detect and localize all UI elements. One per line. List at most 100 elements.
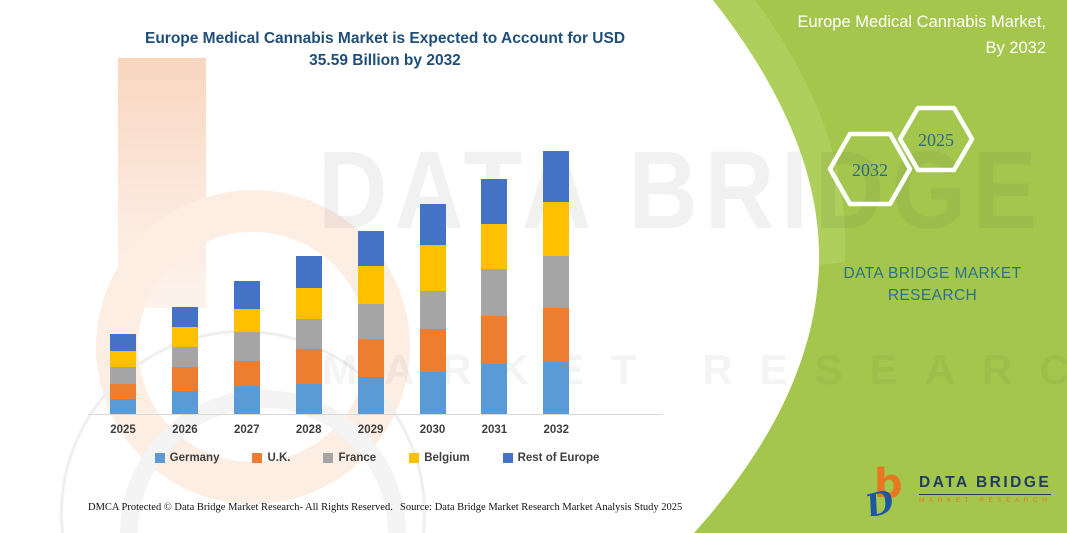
bar-segment-u-k-	[357, 339, 384, 377]
chart-legend: Germany U.K. France Belgium Rest of Europe	[88, 452, 666, 464]
bar-segment-u-k-	[171, 366, 198, 392]
hexagon-2032-label: 2032	[852, 160, 888, 180]
legend-item-rest-of-europe: Rest of Europe	[502, 452, 600, 464]
hexagon-2032-outline	[827, 131, 913, 207]
bar-segment-rest-of-europe	[481, 179, 508, 225]
stacked-bar-2027	[233, 280, 260, 414]
bar-segment-germany	[481, 364, 508, 414]
bar-segment-germany	[171, 391, 198, 414]
bar-segment-belgium	[295, 288, 322, 319]
bar-segment-rest-of-europe	[295, 256, 322, 289]
bar-segment-u-k-	[110, 384, 136, 399]
legend-label-france: France	[338, 452, 377, 464]
logo-name: DATA BRIDGE	[919, 474, 1052, 495]
bar-segment-belgium	[171, 327, 198, 348]
bar-segment-rest-of-europe	[357, 230, 384, 266]
bar-segment-france	[233, 332, 260, 361]
brand-text: DATA BRIDGE MARKET RESEARCH	[800, 263, 1065, 308]
stacked-bar-2029	[357, 230, 384, 414]
x-axis-line	[88, 414, 663, 415]
stacked-bar-2026	[171, 307, 198, 414]
hexagon-badges: 2032 2025	[827, 105, 975, 207]
hexagon-2025-label: 2025	[918, 130, 954, 150]
legend-item-u-k-: U.K.	[252, 452, 290, 464]
bar-segment-germany	[419, 372, 446, 414]
plot-area	[88, 130, 666, 415]
bar-segment-germany	[233, 385, 260, 414]
stacked-bar-2031	[481, 179, 508, 414]
legend-label-rest-of-europe: Rest of Europe	[517, 452, 600, 464]
footer-copyright: DMCA Protected © Data Bridge Market Rese…	[88, 502, 393, 513]
bar-segment-rest-of-europe	[543, 150, 570, 203]
x-axis-labels: 2025 2026 2027 2028 2029 2030 2031 2032	[88, 424, 666, 440]
stacked-bar-2030	[419, 204, 446, 414]
legend-item-germany: Germany	[154, 452, 220, 464]
logo-subtitle: MARKET RESEARCH	[919, 497, 1052, 504]
hexagon-2025-outline	[897, 105, 975, 173]
logo-text-block: DATA BRIDGE MARKET RESEARCH	[919, 474, 1052, 504]
bar-segment-u-k-	[295, 349, 322, 384]
legend-label-germany: Germany	[169, 452, 220, 464]
bar-segment-rest-of-europe	[110, 333, 136, 351]
chart-title-line2: 35.59 Billion by 2032	[309, 52, 461, 70]
bar-segment-germany	[295, 384, 322, 414]
bar-segment-u-k-	[233, 360, 260, 386]
legend-label-u-k-: U.K.	[267, 452, 291, 464]
x-axis-label-2027: 2027	[234, 424, 260, 436]
bar-segment-germany	[357, 376, 384, 414]
legend-item-belgium: Belgium	[409, 452, 470, 464]
bar-segment-france	[419, 290, 446, 330]
stacked-bar-2028	[295, 256, 322, 414]
bar-segment-france	[357, 304, 384, 340]
bar-segment-belgium	[419, 244, 446, 291]
bar-segment-belgium	[357, 265, 384, 305]
footer-source: Source: Data Bridge Market Research Mark…	[400, 502, 683, 513]
data-bridge-logo-icon: b D	[866, 462, 903, 516]
bar-segment-france	[481, 269, 508, 316]
bar-segment-france	[110, 367, 136, 384]
chart-title: Europe Medical Cannabis Market is Expect…	[95, 28, 675, 73]
stacked-bar-2025	[110, 333, 136, 414]
x-axis-label-2031: 2031	[481, 424, 508, 436]
legend-label-belgium: Belgium	[424, 452, 470, 464]
bar-segment-belgium	[110, 350, 136, 368]
watermark-text-marketresearch: MARKET RESEARCH	[322, 346, 1067, 393]
bar-segment-belgium	[543, 202, 570, 256]
bar-segment-u-k-	[543, 307, 570, 363]
x-axis-label-2025: 2025	[110, 424, 136, 436]
bar-segment-belgium	[233, 309, 260, 333]
legend-swatch-belgium	[409, 453, 420, 463]
svg-text:b: b	[874, 462, 903, 507]
legend-swatch-germany	[154, 453, 165, 463]
x-axis-label-2026: 2026	[172, 424, 198, 436]
bar-segment-belgium	[481, 224, 508, 270]
right-panel-title-line1: Europe Medical Cannabis Market,	[797, 13, 1046, 31]
legend-item-france: France	[323, 452, 376, 464]
company-logo: b D DATA BRIDGE MARKET RESEARCH	[866, 462, 1052, 516]
green-panel-accent	[713, 0, 846, 265]
bar-segment-france	[543, 255, 570, 308]
stacked-bar-2032	[543, 150, 570, 414]
bar-segment-rest-of-europe	[419, 204, 446, 245]
legend-swatch-rest-of-europe	[502, 453, 513, 463]
bar-segment-france	[295, 319, 322, 349]
bar-segment-rest-of-europe	[233, 280, 260, 310]
bar-segment-rest-of-europe	[171, 307, 198, 328]
right-panel-title: Europe Medical Cannabis Market, By 2032	[730, 10, 1046, 61]
legend-swatch-france	[323, 453, 334, 463]
x-axis-label-2030: 2030	[419, 424, 446, 436]
x-axis-label-2029: 2029	[357, 424, 384, 436]
bar-segment-germany	[543, 362, 570, 414]
x-axis-label-2032: 2032	[543, 424, 570, 436]
brand-text-line2: RESEARCH	[887, 287, 978, 305]
brand-text-line1: DATA BRIDGE MARKET	[843, 265, 1022, 282]
bar-segment-france	[171, 347, 198, 367]
bar-segment-u-k-	[481, 315, 508, 364]
bar-segment-u-k-	[419, 329, 446, 373]
chart-title-line1: Europe Medical Cannabis Market is Expect…	[144, 30, 626, 47]
x-axis-label-2028: 2028	[295, 424, 322, 436]
legend-swatch-u-k-	[252, 453, 263, 463]
bar-segment-germany	[110, 399, 136, 414]
